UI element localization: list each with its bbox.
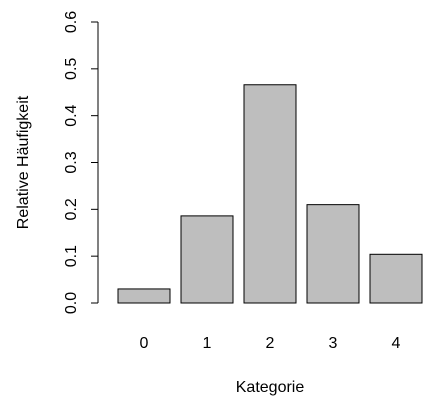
y-tick-label: 0.6 (63, 11, 80, 33)
y-tick-label: 0.1 (63, 245, 80, 267)
bar-2 (243, 84, 297, 304)
x-tick-labels: 0 1 2 3 4 (140, 335, 401, 352)
x-tick-label: 1 (203, 335, 212, 352)
x-tick-label: 4 (392, 335, 401, 352)
x-tick-label: 2 (266, 335, 275, 352)
x-tick-label: 3 (329, 335, 338, 352)
x-axis-title: Kategorie (236, 379, 305, 396)
bar-1 (180, 215, 234, 304)
bar-3 (306, 204, 360, 304)
y-tick-label: 0.5 (63, 58, 80, 80)
bar-4 (369, 253, 423, 304)
x-tick-label: 0 (140, 335, 149, 352)
bar-0 (117, 288, 171, 304)
y-tick-label: 0.2 (63, 198, 80, 220)
y-tick-label: 0.4 (63, 104, 80, 126)
bars (117, 84, 423, 304)
y-tick-label: 0.3 (63, 151, 80, 173)
y-axis-title: Relative Häufigkeit (15, 95, 32, 229)
y-tick-label: 0.0 (63, 292, 80, 314)
y-axis: 0.0 0.1 0.2 0.3 0.4 0.5 0.6 (63, 11, 99, 314)
